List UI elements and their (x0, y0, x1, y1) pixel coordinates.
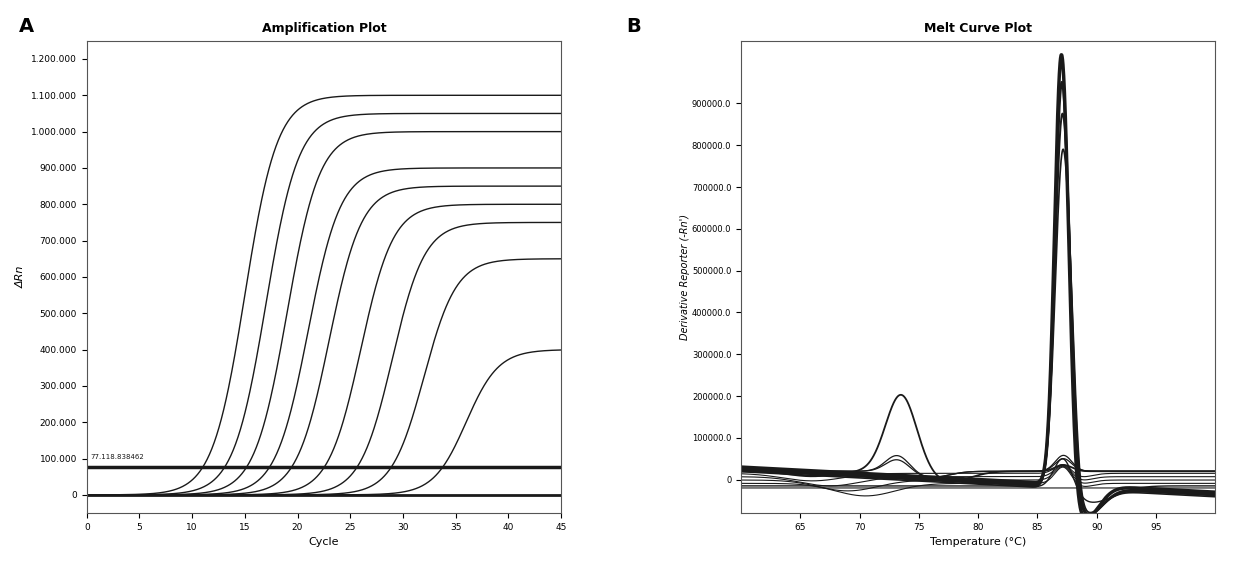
X-axis label: Cycle: Cycle (309, 538, 339, 547)
Text: 77.118.838462: 77.118.838462 (91, 454, 144, 461)
Y-axis label: ΔRn: ΔRn (16, 266, 26, 288)
X-axis label: Temperature (°C): Temperature (°C) (930, 538, 1027, 547)
Text: B: B (626, 17, 641, 37)
Text: A: A (19, 17, 33, 37)
Title: Melt Curve Plot: Melt Curve Plot (924, 23, 1032, 36)
Title: Amplification Plot: Amplification Plot (262, 23, 386, 36)
Y-axis label: Derivative Reporter (-Rn'): Derivative Reporter (-Rn') (681, 214, 691, 340)
